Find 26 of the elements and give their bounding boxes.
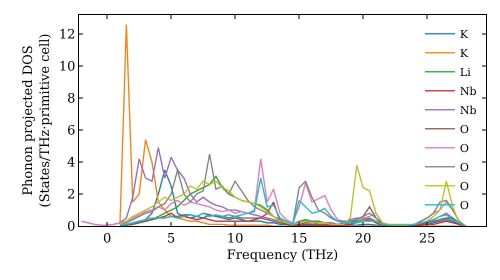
y-tick-label: 2 [67, 188, 76, 203]
y-axis-title: Phonon projected DOS (States/THz·primitive cell) [20, 33, 53, 208]
x-tick-label: 15 [290, 232, 308, 247]
legend-label: O [460, 180, 469, 194]
legend-label: Nb [460, 104, 477, 118]
y-tick-label: 8 [67, 92, 76, 107]
line-series [119, 153, 466, 226]
x-tick-label: 0 [103, 232, 112, 247]
legend-label: O [460, 161, 469, 174]
legend-label: O [460, 142, 469, 156]
legend-label: O [460, 199, 469, 212]
legend-label: O [460, 123, 469, 136]
x-axis-title: Frequency (THz) [226, 248, 338, 264]
legend-label: Li [460, 66, 472, 80]
legend-label: Nb [460, 85, 477, 98]
x-tick-label: 25 [418, 232, 436, 247]
y-tick-label: 6 [67, 124, 76, 139]
legend-label: K [460, 28, 469, 42]
legend-label: K [460, 47, 469, 60]
y-tick-label: 10 [58, 60, 76, 75]
y-tick-label: 4 [67, 156, 76, 171]
y-tick-label: 12 [58, 28, 76, 43]
x-tick-label: 20 [354, 232, 372, 247]
x-tick-label: 10 [226, 232, 244, 247]
x-tick-label: 5 [167, 232, 176, 247]
y-tick-label: 0 [67, 220, 76, 235]
